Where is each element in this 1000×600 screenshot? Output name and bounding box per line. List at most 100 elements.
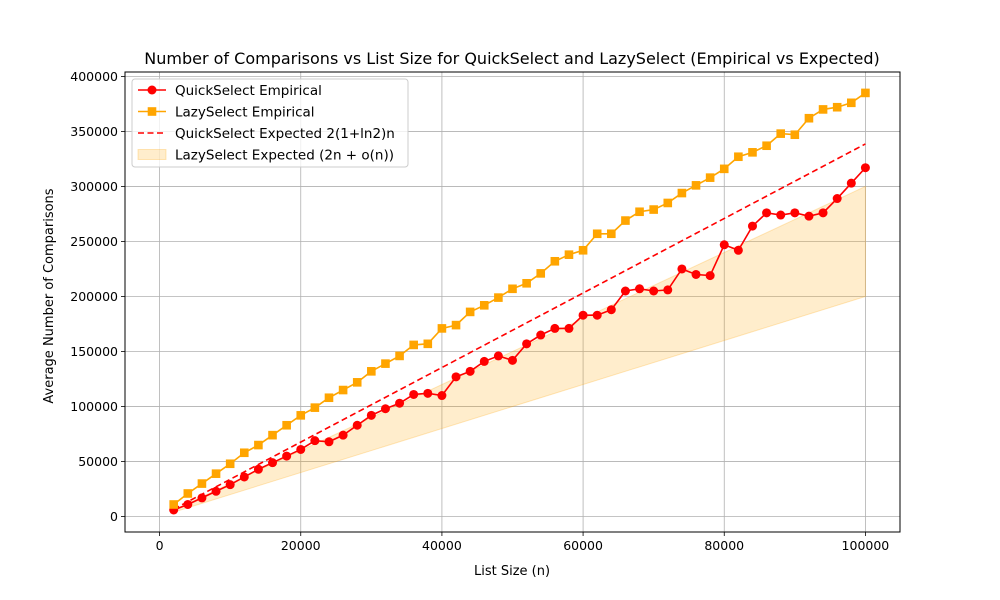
x-axis-title: List Size (n) [474, 564, 550, 579]
quickselect-empirical-point [691, 269, 701, 279]
quickselect-empirical-point [310, 436, 320, 446]
y-tick-label: 0 [110, 509, 118, 524]
x-tick-label: 40000 [422, 538, 462, 553]
lazyselect-empirical-point [846, 98, 856, 108]
y-tick-label: 100000 [70, 399, 118, 414]
legend-box [131, 78, 409, 168]
quickselect-empirical-point [211, 486, 221, 496]
lazyselect-empirical-point [437, 324, 447, 333]
series-layer [169, 88, 870, 515]
lazyselect-empirical-point [607, 229, 616, 239]
lazyselect-empirical-point [663, 198, 673, 208]
y-tick-label: 200000 [70, 289, 118, 304]
x-tick-label: 20000 [281, 538, 321, 553]
quickselect-empirical-point [324, 437, 334, 447]
legend-swatch-marker [147, 107, 157, 116]
y-tick-label: 50000 [78, 454, 118, 469]
quickselect-empirical-point [268, 458, 278, 468]
axis-ticks: 0 20000 40000 60000 80000 100000 0 50000 100000 1… [70, 69, 889, 553]
quickselect-empirical-point [860, 163, 870, 173]
lazyselect-empirical-point [804, 113, 814, 123]
lazyselect-empirical-point [578, 245, 588, 255]
lazyselect-empirical-point [239, 448, 249, 458]
quickselect-empirical-point [677, 264, 687, 274]
quickselect-empirical-point [592, 310, 602, 320]
quickselect-empirical-point [776, 210, 786, 220]
quickselect-empirical-point [225, 480, 235, 490]
lazyselect-empirical-point [734, 152, 743, 162]
legend-swatch-marker [147, 85, 157, 95]
x-tick-label: 60000 [563, 538, 603, 553]
lazyselect-empirical-point [367, 367, 376, 376]
lazyselect-empirical-point [296, 411, 306, 420]
lazyselect-empirical-point [282, 420, 291, 430]
lazyselect-empirical-point [381, 359, 390, 368]
quickselect-empirical-point [493, 351, 503, 361]
lazyselect-empirical-point [409, 340, 418, 350]
lazyselect-empirical-point [691, 181, 701, 190]
y-tick-label: 150000 [70, 344, 118, 359]
legend-label: LazySelect Empirical [175, 105, 315, 121]
quickselect-empirical-point [663, 285, 673, 295]
quickselect-empirical-point [409, 389, 419, 399]
lazyselect-empirical-point [197, 479, 207, 488]
x-tick-label: 80000 [704, 538, 744, 553]
quickselect-empirical-line [173, 167, 867, 511]
legend-label: QuickSelect Empirical [175, 83, 322, 99]
lazyselect-empirical-point [790, 130, 800, 140]
quickselect-empirical-point [635, 284, 645, 294]
quickselect-empirical-point [508, 355, 517, 365]
quickselect-empirical-point [253, 464, 263, 474]
lazyselect-empirical-point [465, 307, 475, 317]
quickselect-empirical-point [733, 245, 743, 255]
y-tick-label: 400000 [70, 69, 118, 84]
lazyselect-empirical-point [395, 351, 404, 361]
quickselect-empirical-point [282, 451, 292, 461]
y-tick-label: 300000 [70, 179, 118, 194]
quickselect-empirical-point [197, 493, 207, 503]
lazyselect-empirical-point [268, 430, 277, 440]
lazyselect-empirical-point [310, 403, 320, 412]
lazyselect-empirical-point [818, 105, 828, 114]
lazyselect-empirical-point [479, 301, 489, 310]
quickselect-expected-line [173, 143, 866, 510]
y-axis-title: Average Number of Comparisons [42, 188, 57, 403]
lazyselect-empirical-point [705, 173, 715, 182]
quickselect-empirical-point [832, 194, 842, 204]
lazyselect-empirical-point [338, 385, 348, 395]
lazyselect-empirical-point [451, 320, 461, 330]
legend: QuickSelect Empirical LazySelect Empirica… [131, 78, 409, 168]
lazyselect-empirical-point [352, 378, 362, 387]
quickselect-empirical-point [762, 208, 772, 218]
legend-label: LazySelect Expected (2n + o(n)) [175, 148, 394, 164]
quickselect-empirical-point [719, 240, 729, 250]
lazyselect-empirical-point [225, 459, 235, 469]
grid-lines [125, 72, 900, 532]
quickselect-empirical-point [451, 372, 461, 382]
quickselect-empirical-point [649, 286, 659, 296]
lazyselect-empirical-point [719, 164, 729, 174]
lazyselect-empirical-point [748, 148, 757, 157]
lazyselect-empirical-point [592, 229, 602, 239]
lazyselect-empirical-point [832, 102, 842, 112]
quickselect-empirical-point [564, 323, 574, 333]
legend-swatch-band [137, 149, 167, 160]
y-tick-label: 350000 [70, 124, 118, 139]
quickselect-empirical-point [437, 391, 447, 401]
lazyselect-empirical-point [635, 207, 644, 217]
lazyselect-empirical-point [776, 129, 786, 138]
chart-title: Number of Comparisons vs List Size for Q… [144, 49, 879, 68]
quickselect-empirical-point [522, 339, 532, 349]
quickselect-empirical-point [705, 271, 715, 281]
lazyselect-empirical-point [423, 339, 433, 349]
quickselect-empirical-point [536, 330, 546, 340]
x-tick-label: 0 [156, 538, 164, 553]
lazyselect-empirical-point [324, 393, 334, 403]
lazyselect-expected-band [173, 185, 866, 513]
quickselect-empirical-point [818, 208, 828, 218]
lazyselect-empirical-point [536, 269, 546, 278]
quickselect-empirical-point [790, 208, 800, 218]
lazyselect-empirical-point [861, 88, 870, 98]
